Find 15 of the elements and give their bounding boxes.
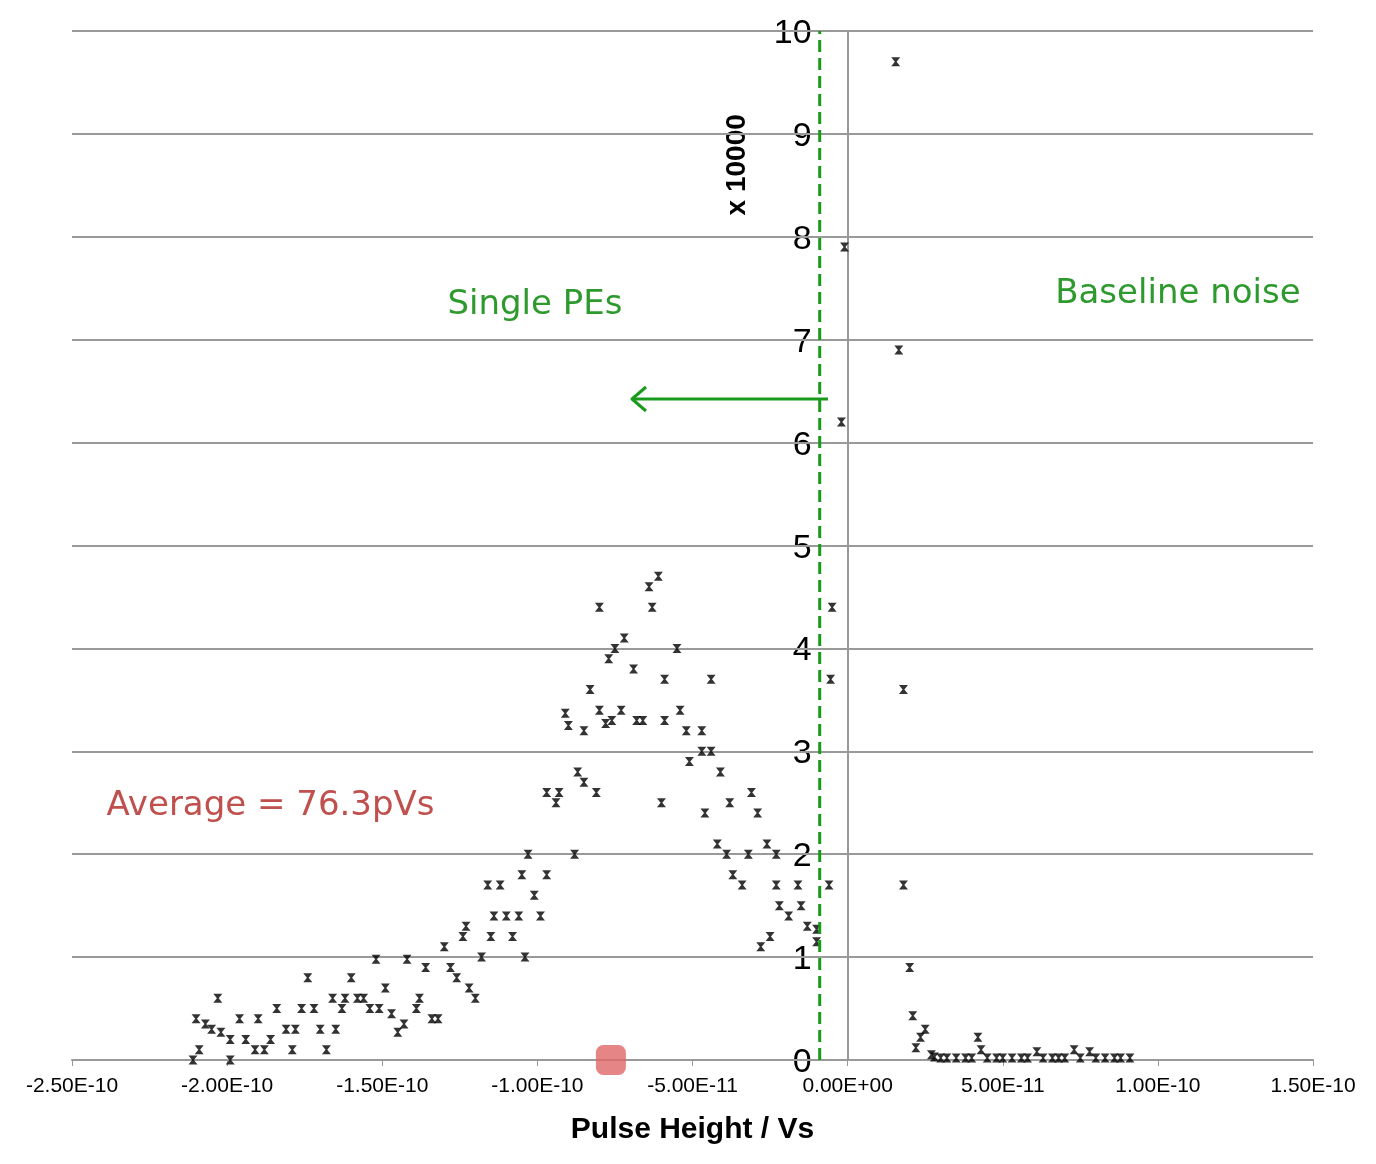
- x-tick-label: 1.50E-10: [1270, 1073, 1356, 1096]
- y-axis-title: x 10000: [720, 114, 752, 216]
- x-tick-label: -2.50E-10: [25, 1073, 119, 1096]
- x-tick-label: -2.00E-10: [181, 1073, 274, 1096]
- x-tick-label: -1.50E-10: [336, 1073, 429, 1096]
- x-tick-label: -5.00E-11: [647, 1073, 738, 1096]
- x-axis-title: Pulse Height / Vs: [570, 1110, 815, 1144]
- x-tick-label: 5.00E-11: [960, 1073, 1045, 1096]
- x-tick-label: -1.00E-10: [491, 1073, 584, 1096]
- annotation: Average = 76.3pVs: [106, 782, 435, 823]
- x-tick-label: 0.00E+00: [802, 1073, 893, 1096]
- x-tick-label: 1.00E-10: [1115, 1073, 1201, 1096]
- y-tick-label: 2: [792, 835, 812, 874]
- annotation: Single PEs: [447, 281, 623, 322]
- annotation: Baseline noise: [1055, 271, 1301, 312]
